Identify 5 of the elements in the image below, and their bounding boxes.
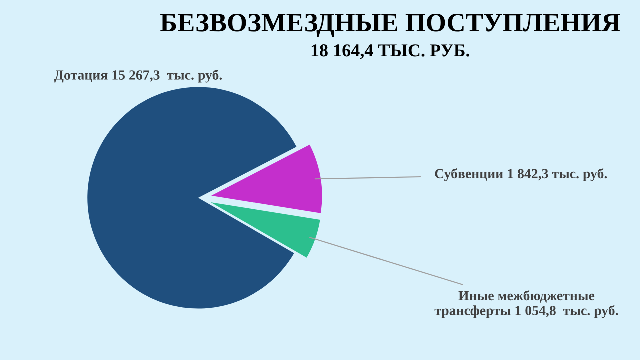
chart-subtitle: 18 164,4 ТЫС. РУБ.: [312, 44, 470, 60]
slice-label: Субвенции 1 842,3 тыс. руб.: [435, 168, 608, 182]
chart-title: БЕЗВОЗМЕЗДНЫЕ ПОСТУПЛЕНИЯ: [160, 14, 620, 38]
slice-label: Иные межбюджетные трансферты 1 054,8 тыс. руб.: [434, 290, 618, 318]
slice-label: Дотация 15 267,3 тыс. руб.: [54, 70, 222, 83]
